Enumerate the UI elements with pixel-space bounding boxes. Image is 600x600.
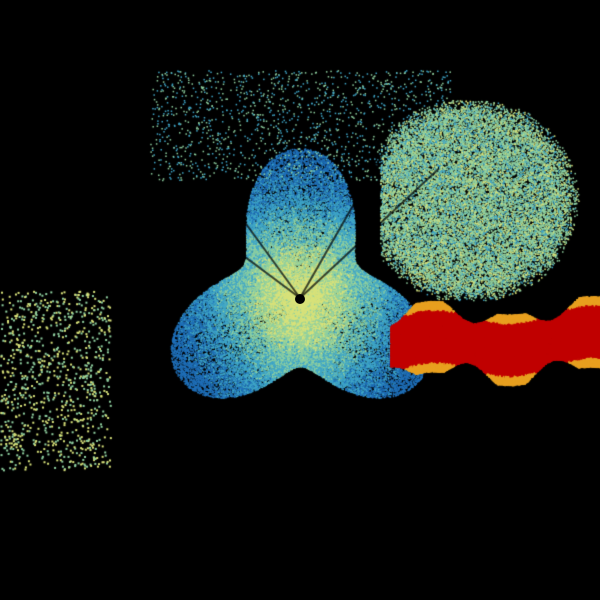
radar-site-marker <box>295 294 305 304</box>
